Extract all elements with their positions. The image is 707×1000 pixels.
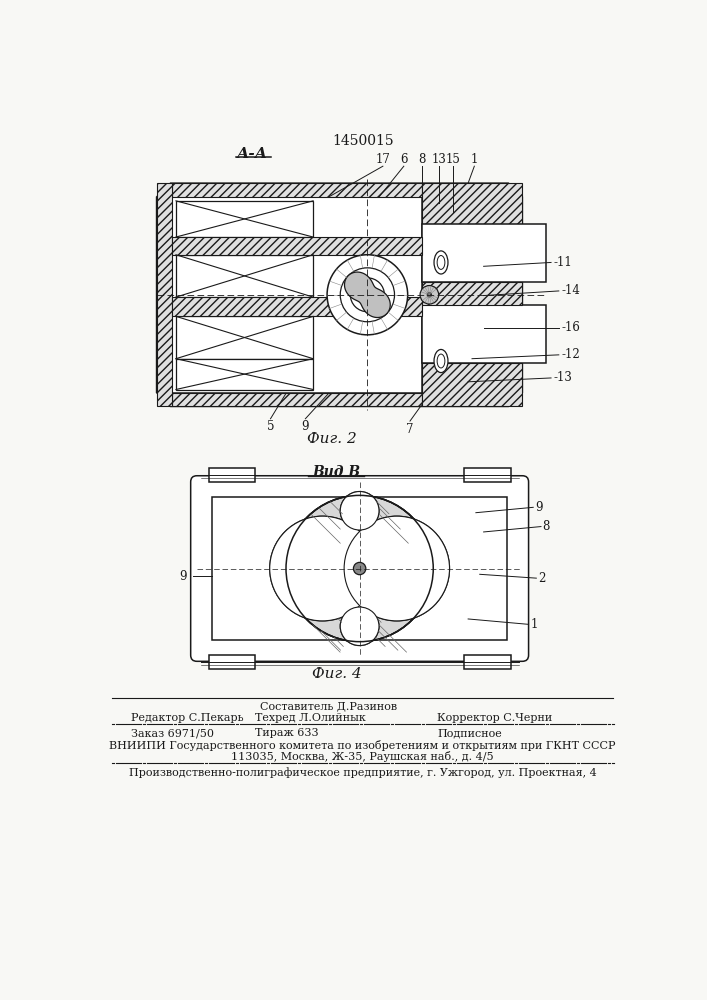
Bar xyxy=(172,197,421,393)
Bar xyxy=(421,183,522,224)
Circle shape xyxy=(270,516,375,621)
Text: 6: 6 xyxy=(400,153,407,166)
Circle shape xyxy=(354,562,366,575)
Circle shape xyxy=(340,492,379,530)
Text: Подписное: Подписное xyxy=(437,728,502,738)
Bar xyxy=(172,297,421,316)
Text: 1: 1 xyxy=(530,618,537,631)
Circle shape xyxy=(427,292,432,297)
Ellipse shape xyxy=(437,256,445,269)
Bar xyxy=(421,305,546,363)
Ellipse shape xyxy=(437,354,445,368)
Text: 8: 8 xyxy=(418,153,426,166)
Text: -16: -16 xyxy=(561,321,580,334)
Text: 1: 1 xyxy=(471,153,478,166)
Text: 13: 13 xyxy=(431,153,446,166)
FancyBboxPatch shape xyxy=(191,476,529,661)
Circle shape xyxy=(344,516,450,621)
Text: Составитель Д.Разинов: Составитель Д.Разинов xyxy=(260,701,397,711)
Text: 17: 17 xyxy=(375,153,390,166)
Circle shape xyxy=(270,516,375,621)
Bar xyxy=(176,359,313,389)
Text: 9: 9 xyxy=(179,570,187,583)
Text: Фиг. 2: Фиг. 2 xyxy=(307,432,356,446)
Bar xyxy=(172,237,421,255)
Circle shape xyxy=(340,607,379,646)
Bar xyxy=(421,363,522,406)
Circle shape xyxy=(340,268,395,322)
Circle shape xyxy=(351,278,385,312)
Text: 7: 7 xyxy=(407,423,414,436)
Text: 8: 8 xyxy=(542,520,550,533)
Text: А-А: А-А xyxy=(237,147,268,161)
Text: ВНИИПИ Государственного комитета по изобретениям и открытиям при ГКНТ СССР: ВНИИПИ Государственного комитета по изоб… xyxy=(110,740,616,751)
Text: Заказ 6971/50: Заказ 6971/50 xyxy=(131,728,214,738)
Text: Техред Л.Олийнык: Техред Л.Олийнык xyxy=(255,713,366,723)
Text: Вид В: Вид В xyxy=(312,465,361,479)
Text: 9: 9 xyxy=(302,420,309,433)
Bar xyxy=(172,393,421,406)
Circle shape xyxy=(354,562,366,575)
Text: Тираж 633: Тираж 633 xyxy=(255,728,319,738)
Polygon shape xyxy=(344,272,390,318)
Bar xyxy=(209,468,255,482)
Bar xyxy=(421,282,522,305)
Circle shape xyxy=(344,516,450,621)
Text: -13: -13 xyxy=(554,371,572,384)
Text: Фиг. 4: Фиг. 4 xyxy=(312,667,361,681)
Text: 15: 15 xyxy=(445,153,460,166)
Text: 2: 2 xyxy=(538,572,545,585)
Circle shape xyxy=(340,492,379,530)
Circle shape xyxy=(340,607,379,646)
Bar xyxy=(176,255,313,297)
Text: Корректор С.Черни: Корректор С.Черни xyxy=(437,713,552,723)
Text: -12: -12 xyxy=(561,348,580,361)
Text: 1450015: 1450015 xyxy=(332,134,394,148)
Text: Редактор С.Пекарь: Редактор С.Пекарь xyxy=(131,713,244,723)
Text: -14: -14 xyxy=(561,284,580,297)
Circle shape xyxy=(420,286,438,304)
Polygon shape xyxy=(156,183,522,406)
Bar xyxy=(421,224,546,282)
Circle shape xyxy=(327,255,408,335)
Text: Производственно-полиграфическое предприятие, г. Ужгород, ул. Проектная, 4: Производственно-полиграфическое предприя… xyxy=(129,767,597,778)
Circle shape xyxy=(286,495,433,642)
Bar xyxy=(172,183,421,197)
Text: 9: 9 xyxy=(534,501,542,514)
Ellipse shape xyxy=(434,349,448,373)
Bar xyxy=(209,655,255,669)
Text: 113035, Москва, Ж-35, Раушская наб., д. 4/5: 113035, Москва, Ж-35, Раушская наб., д. … xyxy=(231,751,494,762)
Ellipse shape xyxy=(434,251,448,274)
Circle shape xyxy=(360,287,375,302)
Bar xyxy=(156,183,172,406)
Text: -11: -11 xyxy=(554,256,572,269)
Bar xyxy=(464,468,510,482)
Bar xyxy=(176,201,313,237)
Bar xyxy=(464,655,510,669)
Text: 5: 5 xyxy=(267,420,274,433)
Bar xyxy=(176,316,313,359)
Bar xyxy=(212,497,507,640)
